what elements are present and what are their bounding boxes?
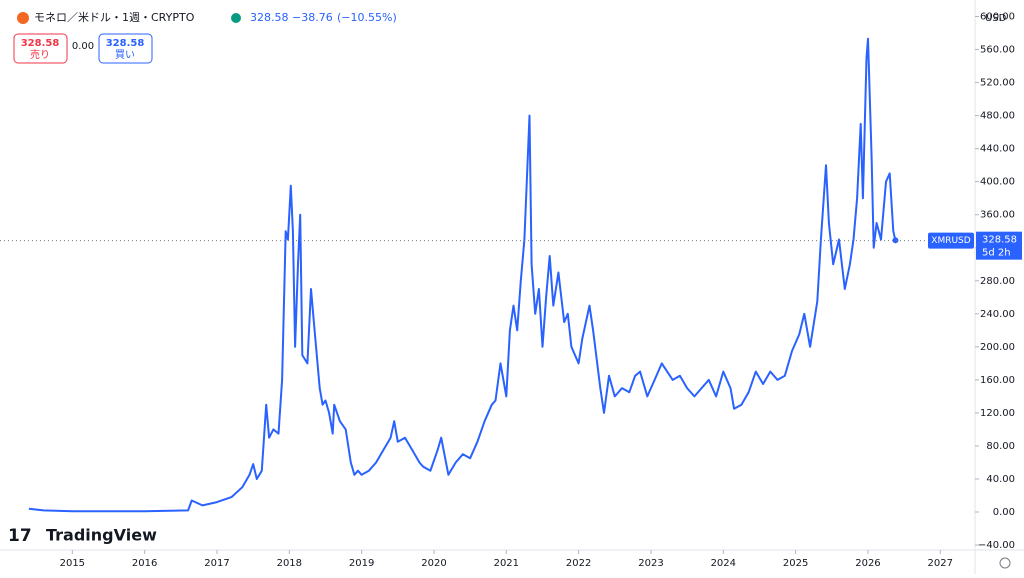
spread: 0.00: [72, 41, 94, 52]
brand-logo: 17: [8, 526, 32, 546]
x-tick-label: 2018: [277, 558, 302, 569]
buy-label: 買い: [115, 49, 135, 61]
y-tick-label: 80.00: [986, 441, 1015, 452]
x-tick-label: 2020: [421, 558, 446, 569]
x-tick-label: 2021: [494, 558, 519, 569]
y-tick-label: 600.00: [980, 12, 1015, 23]
change-pct: (−10.55%): [337, 11, 397, 24]
settings-icon[interactable]: [999, 557, 1011, 569]
x-tick-label: 2015: [60, 558, 85, 569]
y-tick-label: −40.00: [978, 540, 1015, 551]
y-tick-label: 120.00: [980, 408, 1015, 419]
y-tick-label: 0.00: [993, 507, 1015, 518]
countdown-label: 5d 2h: [982, 248, 1011, 259]
price-line: [28, 37, 897, 513]
sell-button[interactable]: [13, 33, 68, 64]
y-tick-label: 360.00: [980, 210, 1015, 221]
status-dot: [231, 13, 241, 23]
y-tick-label: 240.00: [980, 309, 1015, 320]
y-tick-label: 40.00: [986, 474, 1015, 485]
price-tag: [976, 231, 1022, 260]
x-tick-label: 2025: [783, 558, 808, 569]
x-tick-label: 2024: [711, 558, 736, 569]
symbol: モネロ／米ドル・1週・CRYPTO: [34, 11, 195, 24]
price: 328.58: [250, 11, 289, 24]
x-tick-label: 2017: [204, 558, 229, 569]
y-tick-label: 160.00: [980, 375, 1015, 386]
sell-price: 328.58: [21, 38, 60, 49]
y-tick-label: 400.00: [980, 177, 1015, 188]
symbol-tag-label: XMRUSD: [931, 236, 970, 246]
y-tick-label: 480.00: [980, 111, 1015, 122]
y-tick-label: 280.00: [980, 276, 1015, 287]
buy-button[interactable]: [98, 33, 153, 64]
x-tick-label: 2019: [349, 558, 374, 569]
x-tick-label: 2023: [638, 558, 663, 569]
x-tick-label: 2026: [855, 558, 880, 569]
y-tick-label: 440.00: [980, 144, 1015, 155]
brand: TradingView: [46, 526, 157, 545]
y-tick-label: 200.00: [980, 342, 1015, 353]
x-tick-label: 2016: [132, 558, 157, 569]
change: −38.76: [292, 11, 333, 24]
symbol-tag: [928, 232, 974, 249]
x-tick-label: 2022: [566, 558, 591, 569]
last-point: [892, 237, 899, 244]
x-tick-label: 2027: [928, 558, 953, 569]
buy-price: 328.58: [106, 38, 145, 49]
y-tick-label: 560.00: [980, 45, 1015, 56]
y-tick-label: 520.00: [980, 78, 1015, 89]
sell-label: 売り: [30, 48, 50, 61]
symbol-icon: [17, 12, 29, 24]
currency[interactable]: USD: [985, 13, 1007, 24]
price-tag-label: 328.58: [982, 235, 1017, 246]
